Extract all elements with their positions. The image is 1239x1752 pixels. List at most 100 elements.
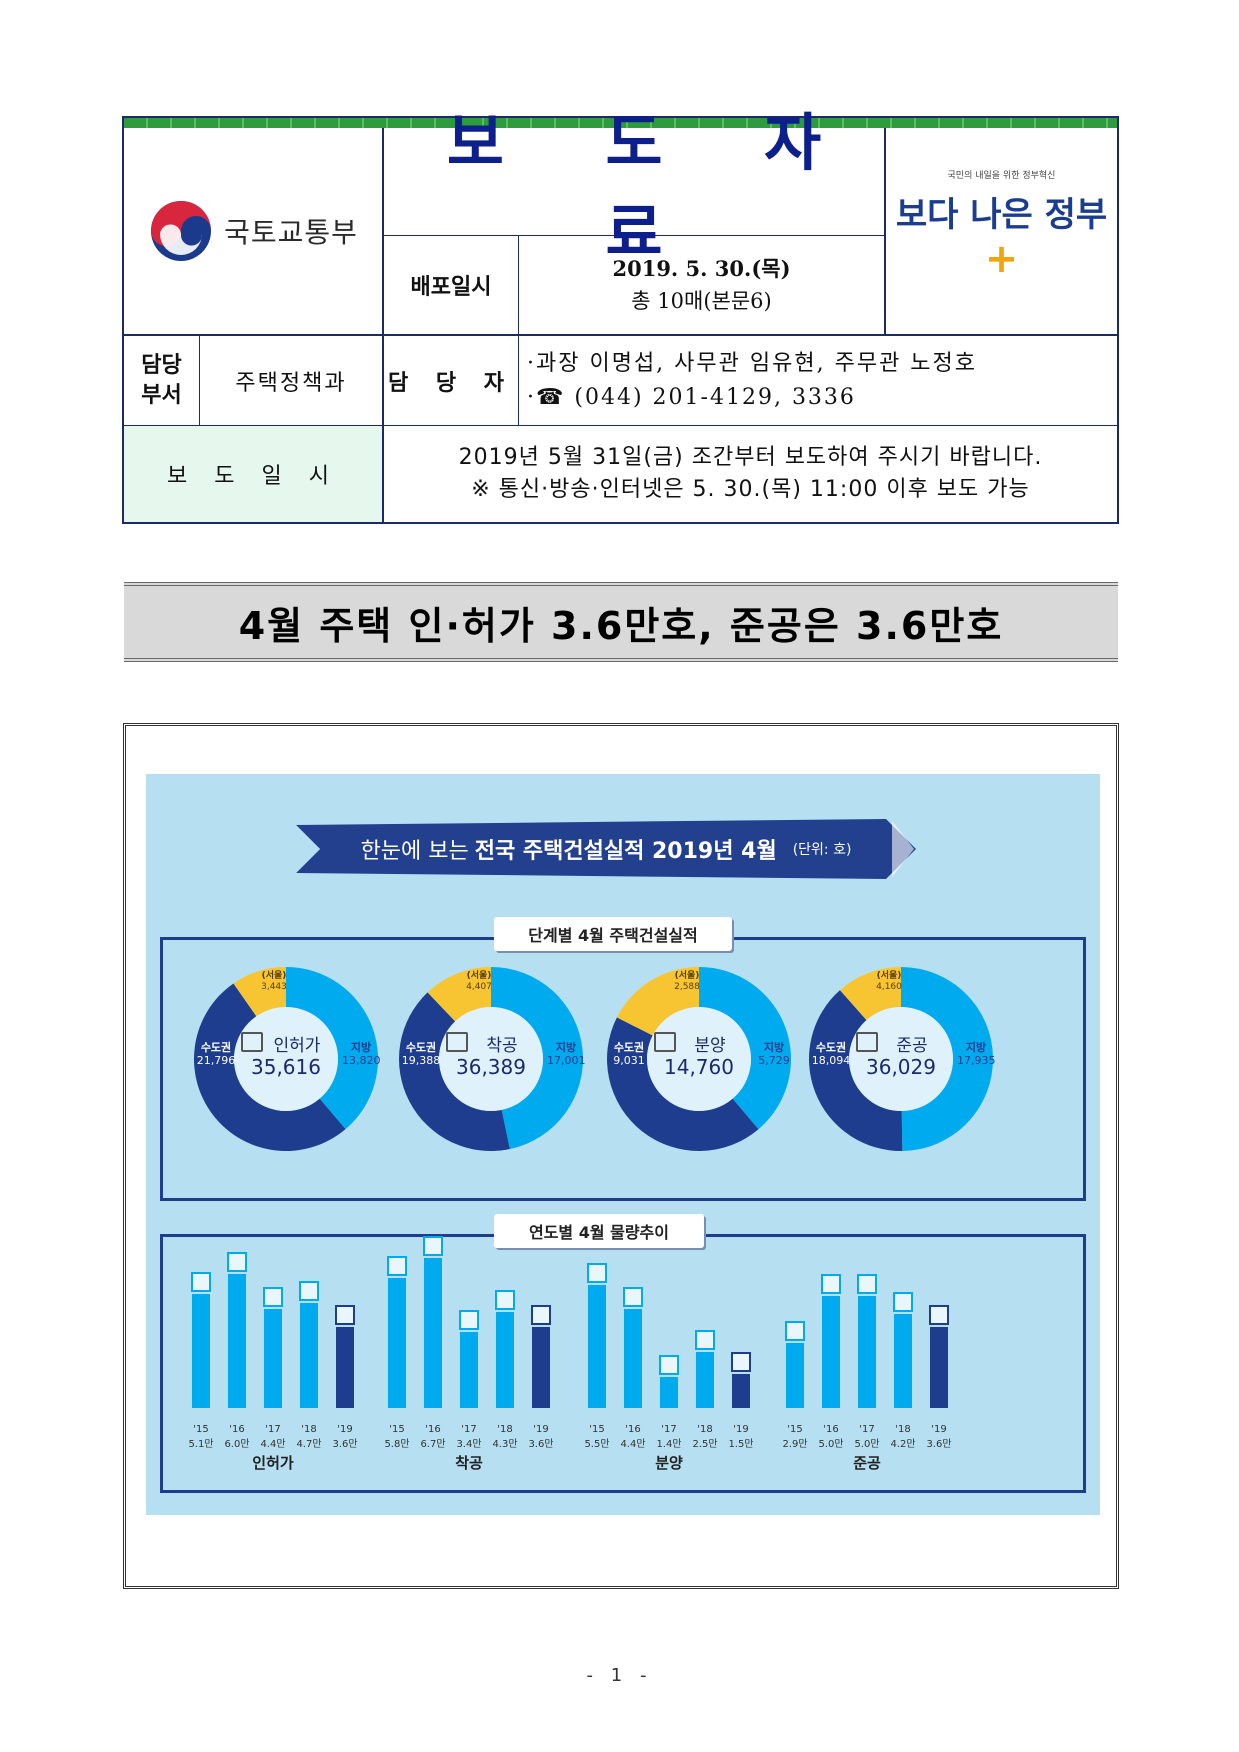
slice-seoul: [427, 967, 491, 1022]
banner-unit: (단위: 호): [792, 842, 852, 858]
bar-year: '15: [589, 1424, 605, 1435]
metro-name: 수도권: [815, 1041, 847, 1054]
bar-icon: [893, 1291, 913, 1312]
bar-year: '16: [823, 1424, 839, 1435]
bar-icon: [695, 1330, 715, 1351]
metro-value: 19,388: [401, 1054, 441, 1067]
banner-pre: 한눈에 보는: [360, 839, 469, 864]
slice-seoul: [616, 967, 699, 1036]
slice-region: [901, 967, 993, 1151]
bar-icon: [857, 1274, 877, 1295]
seoul-name: (서울): [466, 971, 492, 981]
bar-준공-1: [822, 1296, 840, 1408]
region-name: 지방: [763, 1041, 785, 1054]
group-label-분양: 분양: [655, 1454, 683, 1472]
group-label-준공: 준공: [853, 1454, 881, 1472]
bar-value: 3.6만: [926, 1439, 952, 1450]
bar-icon: [531, 1305, 551, 1326]
banner: 한눈에 보는 전국 주택건설실적 2019년 4월 (단위: 호): [296, 819, 916, 879]
bar-icon: [587, 1262, 607, 1283]
bar-year: '17: [265, 1424, 281, 1435]
bar-준공-3: [894, 1313, 912, 1408]
bar-icon: [659, 1354, 679, 1375]
seoul-label: (서울) 4,160: [873, 971, 905, 993]
bar-착공-4: [532, 1327, 550, 1408]
gov-slogan-main: 보다 나은 정부: [895, 195, 1108, 236]
region-value: 17,935: [957, 1054, 996, 1067]
slice-region: [286, 967, 378, 1130]
bar-준공-2: [858, 1296, 876, 1408]
bar-icon: [459, 1309, 479, 1330]
slice-metro: [194, 983, 346, 1151]
contact-value-cell: ·과장 이명섭, 사무관 임유현, 주무관 노정호 ·☎ (044) 201-4…: [519, 336, 1117, 426]
bar-분양-3: [696, 1352, 714, 1408]
region-name: 지방: [555, 1041, 577, 1054]
bar-year: '19: [533, 1424, 549, 1435]
donut-준공: [808, 967, 993, 1151]
bar-icon: [731, 1352, 751, 1373]
bar-year: '16: [229, 1424, 245, 1435]
plus-icon: +: [984, 236, 1019, 283]
bar-year: '16: [625, 1424, 641, 1435]
bar-value: 5.5만: [584, 1439, 610, 1450]
center-stage-name: 분양: [694, 1036, 726, 1056]
bar-착공-0: [388, 1278, 406, 1408]
gov-slogan-logo: 보다 나은 정부+: [886, 187, 1117, 293]
ministry-name: 국토교통부: [224, 216, 358, 249]
center-total: 36,389: [456, 1055, 526, 1079]
banner-ribbon: [296, 819, 916, 879]
release-line-2: ※ 통신·방송·인터넷은 5. 30.(목) 11:00 이후 보도 가능: [471, 477, 1030, 502]
contact-label: 담 당 자: [387, 370, 515, 396]
stage-icon: [654, 1032, 676, 1052]
region-value: 13,820: [342, 1054, 381, 1067]
seoul-label: (서울) 3,443: [258, 971, 290, 993]
bar-value: 2.9만: [782, 1439, 808, 1450]
metro-name: 수도권: [613, 1041, 645, 1054]
region-label: 지방 17,001: [547, 1041, 586, 1067]
slice-metro: [808, 990, 903, 1151]
metro-label: 수도권 21,796: [196, 1041, 236, 1067]
bar-icon: [387, 1256, 407, 1277]
distribution-value-cell: 2019. 5. 30.(목) 총 10매(본문6): [519, 236, 884, 336]
metro-label: 수도권 9,031: [609, 1041, 649, 1067]
department-label-cell: 담당 부서: [124, 336, 200, 426]
section1-title: 단계별 4월 주택건설실적: [494, 917, 732, 951]
page-number: - 1 -: [586, 1665, 653, 1686]
gov-slogan-small: 국민의 내일을 위한 정부혁신: [947, 171, 1056, 182]
bar-value: 4.4만: [260, 1439, 286, 1450]
slice-region: [699, 967, 791, 1130]
bar-value: 2.5만: [692, 1439, 718, 1450]
bar-year: '15: [389, 1424, 405, 1435]
seoul-value: 4,407: [466, 982, 492, 992]
bar-year: '18: [895, 1424, 911, 1435]
bar-icon: [191, 1271, 211, 1292]
release-label-cell: 보 도 일 시: [124, 426, 384, 522]
bar-분양-4: [732, 1374, 750, 1408]
department-value: 주택정책과: [235, 370, 347, 396]
bar-준공-4: [930, 1327, 948, 1408]
infographic: 한눈에 보는 전국 주택건설실적 2019년 4월 (단위: 호) 단계별 4월…: [146, 774, 1100, 1515]
infographic-frame: 한눈에 보는 전국 주택건설실적 2019년 4월 (단위: 호) 단계별 4월…: [123, 723, 1119, 1589]
stage-icon: [241, 1032, 263, 1052]
donut-charts: [194, 967, 993, 1151]
bar-인허가-2: [264, 1309, 282, 1408]
slice-region: [491, 967, 584, 1150]
bar-준공-0: [786, 1343, 804, 1408]
metro-value: 18,094: [811, 1054, 851, 1067]
bar-value: 5.8만: [384, 1439, 410, 1450]
center-total: 35,616: [251, 1055, 321, 1079]
press-release-header: 국토교통부 보 도 자 료 국민의 내일을 위한 정부혁신 보다 나은 정부+ …: [122, 106, 1119, 524]
distribution-pages: 총 10매(본문6): [631, 289, 772, 313]
seoul-value: 3,443: [261, 982, 287, 992]
bar-분양-1: [624, 1309, 642, 1408]
release-label: 보 도 일 시: [167, 464, 339, 489]
bar-year: '18: [301, 1424, 317, 1435]
slice-metro: [399, 992, 510, 1151]
bar-icon: [263, 1287, 283, 1308]
stage-icon: [446, 1032, 468, 1052]
center-stage-name: 착공: [486, 1036, 518, 1056]
slice-seoul: [839, 967, 901, 1021]
center-total: 36,029: [866, 1055, 936, 1079]
bar-value: 5.1만: [188, 1439, 214, 1450]
seoul-value: 2,588: [674, 982, 700, 992]
